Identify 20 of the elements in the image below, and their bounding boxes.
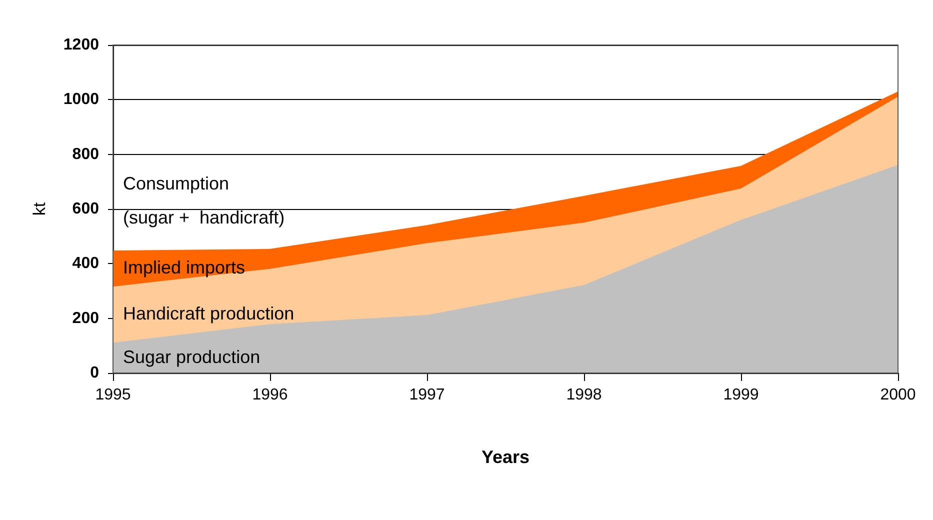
x-tick-label: 1998 [566, 386, 602, 404]
series-label: Sugar production [123, 346, 260, 367]
series-label: Handicraft production [123, 304, 294, 324]
y-tick-label: 0 [90, 364, 100, 382]
y-tick-label: 200 [72, 310, 100, 327]
y-tick-label: 1200 [63, 36, 100, 54]
y-axis-title: kt [30, 202, 49, 216]
y-tick-label: 800 [72, 146, 100, 163]
x-tick-label: 1995 [95, 386, 131, 404]
annotation: (sugar + handicraft) [123, 208, 285, 228]
x-tick-label: 2000 [880, 386, 916, 404]
y-tick-label: 600 [72, 200, 100, 218]
y-tick-label: 400 [72, 255, 100, 272]
x-tick-label: 1999 [723, 386, 759, 404]
series-label: Implied imports [123, 258, 246, 278]
x-axis-title: Years [481, 447, 530, 467]
annotation: Consumption [123, 174, 230, 194]
x-tick-label: 1996 [252, 386, 288, 404]
y-tick-label: 1000 [63, 91, 100, 108]
x-tick-label: 1997 [409, 386, 445, 404]
